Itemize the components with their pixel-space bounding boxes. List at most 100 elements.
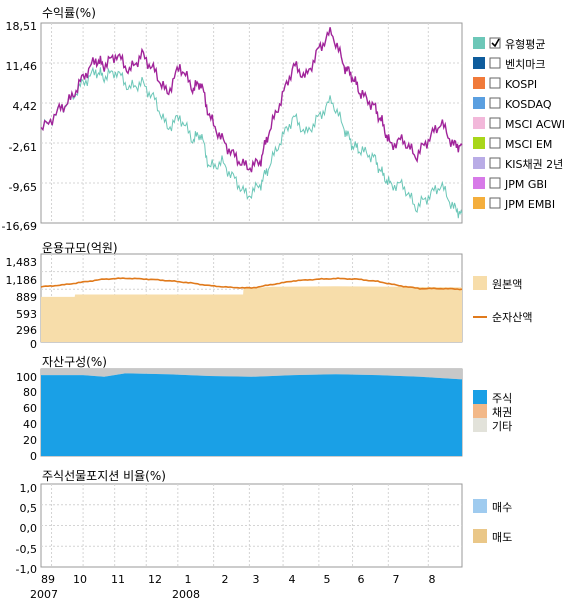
legend-item: 순자산액: [473, 309, 532, 324]
y-tick-label: -2,61: [9, 141, 37, 154]
y-tick-label: 0: [30, 450, 37, 463]
x-year-label: 2008: [172, 588, 200, 601]
returns-title: 수익률(%): [42, 6, 96, 20]
x-tick-label: 11: [111, 573, 125, 586]
legend-swatch: [473, 117, 485, 129]
legend-checkbox[interactable]: [489, 197, 501, 209]
legend-label: 기타: [492, 420, 512, 433]
legend-checkbox[interactable]: [489, 37, 501, 49]
net-assets-line: [40, 277, 463, 291]
x-tick-label: 3: [253, 573, 260, 586]
legend-label: KIS채권 2년: [505, 158, 563, 171]
legend-swatch: [473, 177, 485, 189]
stock-area: [41, 373, 462, 456]
legend-checkbox[interactable]: [489, 157, 501, 169]
legend-item[interactable]: KOSPI: [473, 77, 537, 91]
y-tick-label: 80: [23, 386, 37, 399]
legend-checkbox[interactable]: [489, 137, 501, 149]
futures-ratio-plot-group: 1,0 0,5 0,0 -0,5 -1,0: [16, 482, 463, 576]
legend-checkbox[interactable]: [489, 117, 501, 129]
y-axis: 18,51 11,46 4,42 -2,61 -9,65 -16,69: [2, 20, 37, 233]
legend-label: MSCI EM: [505, 138, 552, 151]
legend-swatch: [473, 77, 485, 89]
legend-label: 원본액: [492, 278, 522, 291]
x-tick-label: 6: [358, 573, 365, 586]
y-tick-label: 1,483: [6, 256, 38, 269]
legend-item: 기타: [473, 418, 512, 433]
legend-swatch: [473, 197, 485, 209]
asset-mix-title: 자산구성(%): [42, 355, 107, 369]
y-tick-label: 1,186: [6, 274, 38, 287]
x-tick-label: 2: [222, 573, 229, 586]
x-tick-label: 10: [73, 573, 87, 586]
y-tick-label: 296: [16, 324, 37, 337]
legend-item: 매도: [473, 529, 512, 544]
legend-swatch: [473, 37, 485, 49]
legend-swatch: [473, 57, 485, 69]
asset-mix-plot-group: 100 80 60 40 20 0: [16, 368, 463, 463]
legend-label: 주식: [492, 392, 512, 405]
legend-item[interactable]: 유형평균: [473, 37, 545, 51]
y-tick-label: -16,69: [2, 220, 37, 233]
legend-item[interactable]: JPM EMBI: [473, 197, 555, 211]
check-icon: [491, 38, 500, 48]
returns-plot-group: 18,51 11,46 4,42 -2,61 -9,65 -16,69: [2, 20, 463, 233]
legend-label: 벤치마크: [505, 58, 545, 71]
y-axis: 1,0 0,5 0,0 -0,5 -1,0: [16, 482, 37, 576]
legend-label: MSCI ACWI: [505, 118, 565, 131]
other-area: [41, 369, 462, 380]
legend-swatch: [473, 499, 487, 513]
legend-swatch: [473, 418, 487, 432]
y-tick-label: 40: [23, 418, 37, 431]
x-year-label: 2007: [30, 588, 58, 601]
y-tick-label: -0,5: [16, 543, 37, 556]
y-tick-label: -1,0: [16, 563, 37, 576]
series-line-benchmark: [40, 66, 463, 219]
legend-checkbox[interactable]: [489, 77, 501, 89]
legend-label: JPM EMBI: [504, 198, 555, 211]
y-tick-label: 593: [16, 308, 37, 321]
legend-item: 주식: [473, 390, 512, 405]
legend-item[interactable]: MSCI EM: [473, 137, 552, 151]
futures-ratio-title: 주식선물포지션 비율(%): [42, 469, 166, 483]
x-tick-label: 4: [289, 573, 296, 586]
y-tick-label: 1,0: [20, 482, 38, 495]
legend-label: JPM GBI: [504, 178, 547, 191]
x-tick-label: 89: [41, 573, 55, 586]
legend-swatch: [473, 157, 485, 169]
y-tick-label: -9,65: [9, 181, 37, 194]
legend-checkbox[interactable]: [489, 57, 501, 69]
y-tick-label: 18,51: [6, 20, 38, 33]
x-tick-label: 1: [185, 573, 192, 586]
y-tick-label: 11,46: [6, 60, 38, 73]
legend-item[interactable]: KOSDAQ: [473, 97, 552, 111]
y-tick-label: 100: [16, 371, 37, 384]
legend-checkbox[interactable]: [489, 97, 501, 109]
returns-chart: 수익률(%) 18,51 11,46 4,42 -2,61 -9,65 -16,69 유형…: [2, 6, 566, 233]
legend-swatch: [473, 97, 485, 109]
legend-item: 원본액: [473, 276, 522, 291]
y-tick-label: 60: [23, 402, 37, 415]
legend-item[interactable]: KIS채권 2년: [473, 157, 563, 171]
legend-label: KOSDAQ: [505, 98, 552, 111]
legend-label: 매도: [492, 531, 512, 544]
legend-item[interactable]: MSCI ACWI: [473, 117, 565, 131]
legend-label: 유형평균: [505, 38, 545, 51]
plot-area: [40, 483, 463, 568]
legend-label: 순자산액: [492, 311, 532, 324]
principal-area: [41, 286, 462, 342]
legend-item[interactable]: 벤치마크: [473, 57, 545, 71]
legend-swatch: [473, 404, 487, 418]
legend-item[interactable]: JPM GBI: [473, 177, 547, 191]
y-axis: 100 80 60 40 20 0: [16, 371, 37, 463]
legend-swatch: [473, 137, 485, 149]
legend-checkbox[interactable]: [489, 177, 501, 189]
